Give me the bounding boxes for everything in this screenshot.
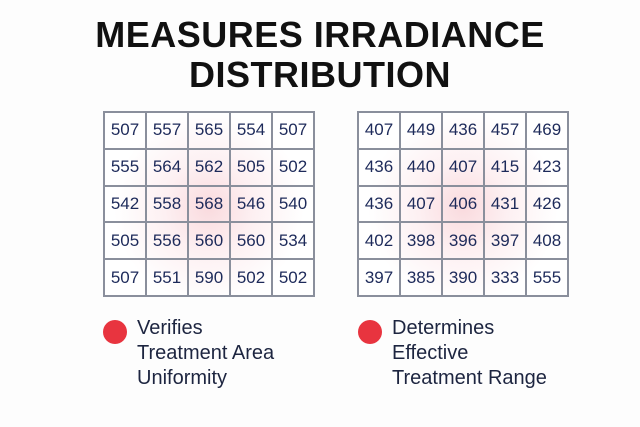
bullet-line: Effective [392,342,469,364]
bullet-text: Verifies Treatment Area Uniformity [137,316,274,391]
grid-cell: 502 [272,148,314,186]
grid-cell: 457 [484,112,526,149]
grid: 507 557 565 554 507 555 564 562 505 502 542 558 568 5… [103,111,315,297]
grid-cell: 426 [526,185,568,223]
bullet-line: Uniformity [137,367,228,389]
grid-cell: 558 [146,185,188,223]
grid-cell: 415 [484,148,526,186]
grid-cell: 590 [188,259,230,296]
grid-cell: 469 [526,112,568,149]
grid-cell: 505 [230,148,272,186]
grid-cell: 507 [272,112,314,149]
bullet-dot [103,320,127,344]
grid-cell: 436 [358,148,400,186]
grid-cell: 568 [188,185,230,223]
grid-cell: 333 [484,259,526,296]
grid-cell: 397 [484,222,526,260]
title-line: MEASURES IRRADIANCE [95,14,545,55]
grid-cell: 502 [272,259,314,296]
bullet-line: Treatment Area [137,342,275,364]
grid-cell: 551 [146,259,188,296]
grid-cell: 562 [188,148,230,186]
grid-cell: 407 [400,185,442,223]
grid-cell: 505 [104,222,146,260]
grid-cell: 397 [358,259,400,296]
grid-cell: 396 [442,222,484,260]
grid-cell: 502 [230,259,272,296]
grid-cell: 398 [400,222,442,260]
grid-cell: 565 [188,112,230,149]
bullet-line: Determines [392,317,495,339]
grid-cell: 407 [358,112,400,149]
bullet-line: Verifies [137,317,203,339]
grid-cell: 557 [146,112,188,149]
grid-cell: 540 [272,185,314,223]
grid-cell: 542 [104,185,146,223]
bullet-text: Determines Effective Treatment Range [392,316,547,391]
grid-cell: 546 [230,185,272,223]
grid-cell: 560 [230,222,272,260]
grid-cell: 449 [400,112,442,149]
grid-cell: 390 [442,259,484,296]
grid-cell: 407 [442,148,484,186]
grid-cell: 560 [188,222,230,260]
grid-cell: 406 [442,185,484,223]
grid-cell: 431 [484,185,526,223]
grid-cell: 534 [272,222,314,260]
grid-cell: 555 [104,148,146,186]
grid-cell: 385 [400,259,442,296]
grid-cell: 564 [146,148,188,186]
grid-cell: 556 [146,222,188,260]
grid-cell: 402 [358,222,400,260]
grid-cell: 436 [358,185,400,223]
grid-cell: 507 [104,259,146,296]
grid-cell: 436 [442,112,484,149]
grid: 407 449 436 457 469 436 440 407 415 423 436 407 406 4… [357,111,569,297]
grid-cell: 555 [526,259,568,296]
grid-cell: 507 [104,112,146,149]
bullet-dot [358,320,382,344]
grid-cell: 440 [400,148,442,186]
grid-cell: 408 [526,222,568,260]
bullet-line: Treatment Range [392,367,547,389]
grid-cell: 423 [526,148,568,186]
grid-cell: 554 [230,112,272,149]
title-line: DISTRIBUTION [189,54,451,95]
